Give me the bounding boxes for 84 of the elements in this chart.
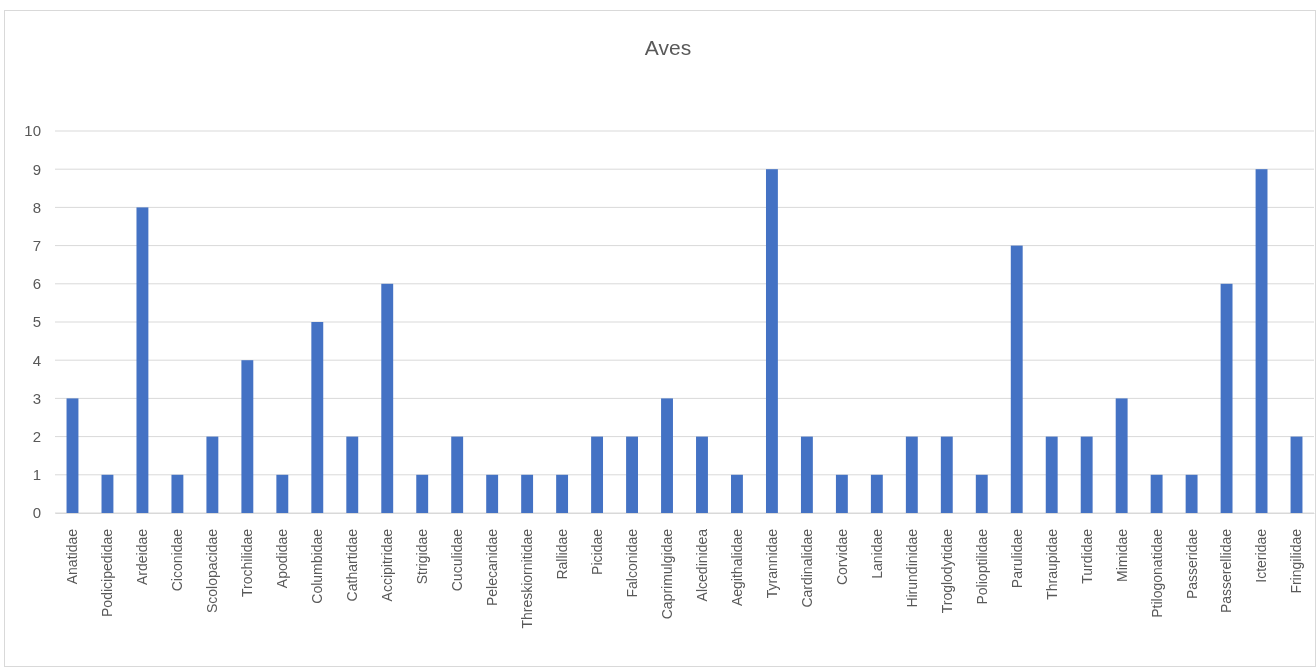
x-tick-label: Corvidae [833,528,850,586]
bar [626,436,638,513]
x-tick-label: Scolopacidae [204,528,221,614]
x-tick-label: Anatidae [64,528,81,585]
x-tick-label: Parulidae [1008,528,1025,589]
y-tick-label: 2 [32,427,41,445]
y-tick-label: 7 [32,236,41,254]
bar [940,436,953,513]
y-tick-label: 9 [32,160,41,178]
x-tick-label: Thraupidae [1043,528,1060,600]
x-tick-label: Cathartidae [344,528,361,602]
x-tick-label: Alcedinidea [693,528,710,602]
x-tick-label: Mimidae [1113,528,1130,582]
x-tick-label: Troglodytidae [938,528,955,614]
x-tick-label: Cuculidae [449,528,466,592]
x-tick-label: Apodidae [274,528,291,589]
x-tick-label: Icteridae [1253,528,1270,583]
bar [1290,436,1303,513]
y-tick-label: 0 [32,504,41,522]
bar [416,474,429,513]
bar [765,169,778,513]
bar [241,360,254,513]
bar [451,436,464,513]
bar [1255,169,1268,513]
bar [1185,474,1198,513]
x-tick-label: Ciconidae [169,528,186,592]
y-tick-label: 5 [32,313,41,331]
x-tick-label: Rallidae [554,528,570,580]
x-tick-label: Threskiornitidae [519,528,536,629]
bar [835,474,848,513]
bar [1150,474,1163,513]
x-tick-label: Aegithalidae [728,528,745,607]
x-tick-label: Fringilidae [1288,528,1305,594]
bar [1115,398,1128,513]
x-tick-label: Strigidae [414,528,431,585]
bar [591,436,604,513]
y-tick-label: 10 [24,122,41,140]
bar [661,398,673,513]
x-tick-label: Accipitridae [379,528,396,602]
x-tick-label: Picidae [588,528,605,575]
x-tick-label: Ptilogonatidae [1148,528,1165,618]
x-tick-label: Ardeidae [134,528,151,586]
bar [800,436,813,513]
chart-title: Aves [644,36,692,59]
bar [276,474,289,513]
bar [486,474,499,513]
bar [975,474,988,513]
bar [731,474,743,513]
bar [171,474,184,513]
bar [136,207,149,513]
bar [556,474,569,513]
bar [696,436,708,513]
y-tick-label: 8 [32,198,41,216]
bar [66,398,79,513]
bar [311,322,324,513]
bar [870,474,883,513]
x-tick-label: Columbidae [309,528,326,604]
bar [1045,436,1058,513]
bar [1010,245,1023,513]
x-tick-label: Turdidae [1078,528,1095,584]
y-tick-label: 4 [32,351,41,369]
bar [1220,283,1233,513]
x-tick-label: Caprimulgidae [658,528,675,620]
x-tick-label: Trochilidae [239,528,256,597]
y-tick-label: 3 [32,389,41,407]
y-tick-label: 1 [32,466,41,484]
bar [905,436,918,513]
x-tick-label: Polioptilidae [973,528,990,605]
x-tick-label: Lanidae [868,528,885,579]
x-tick-label: Podicipedidae [99,528,116,617]
x-tick-label: Tyrannidae [763,528,780,599]
x-tick-label: Cardinalidae [798,528,815,608]
bar [521,474,534,513]
x-tick-label: Passerellidae [1218,528,1235,614]
bar [1080,436,1093,513]
bar [101,474,114,513]
bar [346,436,359,513]
bar [206,436,219,513]
x-tick-label: Passeridae [1183,528,1200,600]
y-tick-label: 6 [32,275,41,293]
bar [381,283,394,513]
x-tick-label: Hirundinidae [903,528,920,608]
x-tick-label: Falconidae [623,528,640,598]
x-tick-label: Pelecanidae [484,528,501,607]
